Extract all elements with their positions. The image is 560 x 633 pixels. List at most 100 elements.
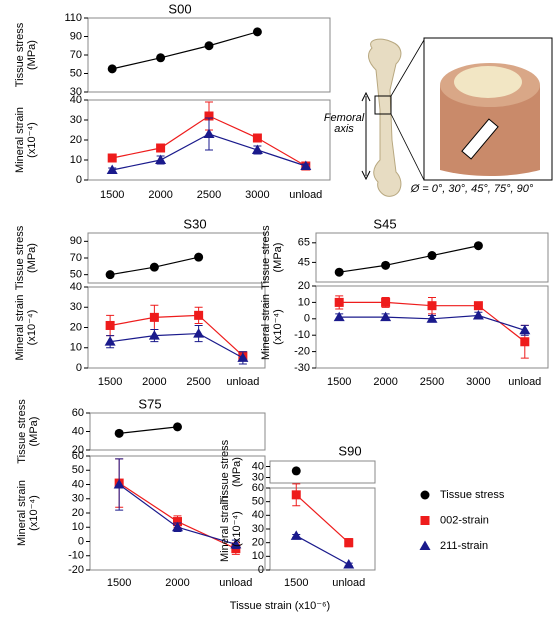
plot-frame — [315, 285, 549, 369]
plot-frame — [87, 17, 331, 93]
y-tick-label: 90 — [70, 235, 82, 247]
chart-title: S45 — [373, 216, 396, 231]
plot-frame — [315, 232, 549, 283]
marker — [473, 241, 483, 251]
legend-label: 211-strain — [440, 540, 488, 552]
marker — [381, 297, 391, 307]
x-tick-label: unload — [219, 577, 252, 589]
y-tick-label: 40 — [252, 460, 264, 472]
marker — [173, 422, 182, 432]
y-tick-label: 0 — [76, 174, 82, 186]
y-tick-label: 40 — [72, 478, 84, 490]
y-axis-label: (x10⁻⁴) — [28, 495, 40, 531]
y-tick-label: -30 — [294, 362, 310, 374]
y-axis-label: (x10⁻⁴) — [231, 511, 243, 547]
arrow-heads — [361, 91, 371, 181]
marker — [252, 133, 262, 143]
image-caption: Ø = 0°, 30°, 45°, 75°, 90° — [410, 183, 534, 195]
chart-title: S90 — [338, 443, 361, 458]
y-tick-label: 60 — [72, 407, 84, 419]
y-tick-label: 10 — [252, 550, 264, 562]
y-tick-label: 10 — [298, 296, 310, 308]
series-line — [339, 245, 479, 273]
marker — [381, 260, 391, 270]
x-tick-label: unload — [332, 577, 365, 589]
y-axis-label: Tissue stress — [260, 225, 272, 290]
marker — [105, 320, 115, 330]
sample — [461, 118, 499, 160]
y-tick-label: 20 — [252, 537, 264, 549]
series-line — [119, 426, 178, 434]
marker — [155, 154, 167, 164]
marker — [427, 301, 437, 311]
marker — [420, 490, 430, 500]
image-label: axis — [334, 123, 354, 135]
y-tick-label: 65 — [298, 237, 310, 249]
marker — [291, 490, 301, 500]
bone-image: Femoral axis Ø = 0°, 30°, 45°, 75°, 90° — [324, 37, 553, 197]
connector — [390, 113, 425, 181]
y-axis-label: Mineral strain — [14, 294, 26, 360]
y-tick-label: 50 — [70, 67, 82, 79]
series-line — [110, 314, 244, 357]
y-tick-label: 60 — [72, 450, 84, 462]
y-axis-label: (MPa) — [26, 40, 38, 70]
y-tick-label: 0 — [78, 535, 84, 547]
y-axis-label: Mineral strain — [16, 480, 28, 546]
y-tick-label: 10 — [72, 521, 84, 533]
marker — [333, 311, 345, 322]
marker — [114, 428, 124, 438]
marker — [291, 466, 301, 476]
marker — [473, 301, 483, 311]
marker — [204, 111, 214, 121]
marker — [149, 312, 159, 322]
marker — [194, 310, 204, 320]
y-tick-label: 20 — [70, 321, 82, 333]
y-tick-label: 40 — [72, 425, 84, 437]
y-tick-label: 0 — [258, 564, 264, 576]
chart-title: S00 — [168, 1, 191, 16]
marker — [156, 53, 166, 63]
y-tick-label: 0 — [304, 313, 310, 325]
y-tick-label: 50 — [252, 496, 264, 508]
y-tick-label: 70 — [70, 252, 82, 264]
x-tick-label: unload — [508, 376, 541, 388]
region-box — [374, 95, 392, 115]
y-tick-label: 110 — [64, 12, 82, 24]
series-line — [295, 494, 350, 544]
marker — [173, 517, 182, 527]
marker — [380, 311, 392, 322]
y-tick-label: 30 — [70, 86, 82, 98]
y-tick-label: -10 — [68, 550, 84, 562]
marker — [300, 160, 312, 170]
marker — [426, 313, 438, 323]
marker — [148, 330, 160, 340]
y-tick-label: -20 — [294, 346, 310, 358]
image-label: Femoral — [324, 112, 365, 124]
y-tick-label: 40 — [70, 94, 82, 106]
marker — [172, 521, 183, 532]
y-tick-label: 60 — [252, 482, 264, 494]
chart-title: S75 — [138, 396, 161, 411]
x-tick-label: 1500 — [327, 376, 351, 388]
y-axis-label: (MPa) — [231, 457, 243, 487]
marker — [472, 310, 484, 320]
y-axis-label: (x10⁻⁴) — [272, 309, 284, 345]
y-axis-label: (x10⁻⁴) — [26, 310, 38, 346]
marker — [149, 262, 159, 272]
y-tick-label: 45 — [298, 256, 310, 268]
y-tick-label: 50 — [72, 464, 84, 476]
legend-label: Tissue stress — [440, 489, 505, 501]
marker — [230, 538, 242, 549]
y-tick-label: 70 — [70, 49, 82, 61]
x-tick-label: 2000 — [148, 189, 172, 201]
marker — [419, 540, 431, 550]
x-tick-label: 2000 — [165, 577, 189, 589]
x-tick-label: 1500 — [98, 376, 122, 388]
marker — [251, 144, 263, 154]
marker — [427, 251, 437, 261]
marker — [519, 324, 531, 335]
marker — [290, 530, 302, 540]
series-line — [110, 332, 244, 359]
